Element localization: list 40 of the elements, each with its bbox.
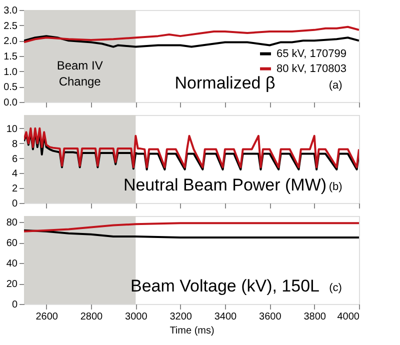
y-tick-label: 0.0: [4, 98, 18, 108]
annotation: (b): [328, 181, 342, 194]
x-tick-label: 3000: [125, 312, 148, 322]
line-series: [24, 35, 359, 48]
x-tick-label: 3600: [259, 312, 282, 322]
band-label: Beam IV Change: [56, 58, 103, 89]
y-tick-label: 8: [12, 138, 18, 150]
y-tick-label: 0: [12, 198, 18, 210]
y-tick-label: 6: [12, 154, 18, 165]
x-tick-label: 3800: [304, 312, 326, 322]
y-tick-label: 2.0: [4, 36, 18, 48]
y-tick-label: 1.5: [4, 52, 18, 62]
y-tick-label: 40: [6, 258, 18, 270]
x-tick-label: 3400: [214, 312, 238, 322]
annotation: (c): [329, 282, 342, 294]
x-axis-title: Time (ms): [170, 326, 214, 336]
y-tick-label: 80: [6, 218, 18, 229]
y-tick-label: 60: [6, 238, 18, 250]
annotation: (a): [328, 79, 342, 92]
x-tick-label: 3200: [170, 312, 192, 322]
y-tick-label: 0.5: [4, 82, 18, 94]
line-series: [24, 26, 359, 44]
y-tick-label: 4: [12, 168, 18, 180]
y-tick-label: 10: [6, 124, 18, 135]
annotation: Beam Voltage (kV), 150L: [130, 276, 320, 296]
y-tick-label: 3.0: [4, 6, 18, 16]
y-tick-label: 0: [12, 300, 18, 310]
annotation: Normalized β: [174, 74, 276, 93]
y-tick-label: 20: [6, 279, 18, 290]
y-tick-label: 1.0: [4, 66, 18, 78]
x-tick-label: 2800: [80, 312, 104, 322]
line-series: [24, 229, 359, 238]
y-tick-label: 2.5: [4, 20, 18, 32]
annotation: Neutral Beam Power (MW): [123, 175, 327, 194]
x-tick-label: 4000: [337, 312, 360, 322]
legend-label: 65 kV, 170799: [276, 48, 346, 60]
x-tick-label: 2600: [36, 312, 58, 322]
line-series: [24, 222, 359, 232]
y-tick-label: 2: [12, 184, 18, 195]
legend-label: 80 kV, 170803: [276, 62, 346, 75]
